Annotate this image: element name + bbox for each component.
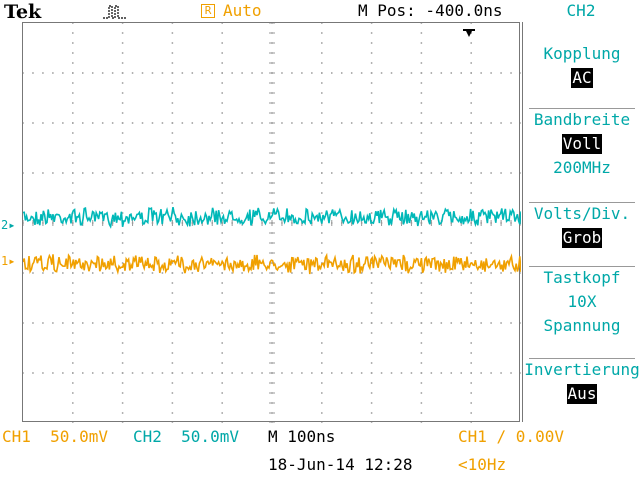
trigger-arrow-icon: [463, 29, 475, 37]
ch1-ground-marker: 1▸: [1, 254, 16, 268]
bandwidth-value: Voll: [561, 134, 603, 154]
ready-box-icon: R: [201, 4, 215, 18]
bandwidth-extra: 200MHz: [553, 158, 611, 177]
coupling-value: AC: [571, 68, 593, 88]
trigger-state-label: Auto: [223, 1, 262, 20]
probe-label: Tastkopf: [543, 268, 621, 287]
probe-extra: Spannung: [543, 316, 621, 335]
waveform-display: [22, 22, 521, 423]
graticule-grid: [23, 23, 521, 423]
volts-label: Volts/Div.: [533, 204, 631, 223]
ch2-ground-marker: 2▸: [1, 218, 16, 232]
menu-probe[interactable]: Tastkopf 10X Spannung: [523, 266, 640, 338]
channel-menu: Kopplung AC Bandbreite Voll 200MHz Volts…: [522, 22, 640, 422]
top-status-bar: Tek R Auto M Pos: -400.0ns CH2: [0, 0, 640, 23]
menu-invert[interactable]: Invertierung Aus: [523, 358, 640, 406]
trigger-setting: CH1 ∕ 0.00V: [458, 427, 564, 446]
brand-logo: Tek: [4, 1, 42, 23]
timebase: M 100ns: [268, 427, 336, 446]
ch2-trace: [23, 206, 521, 229]
trigger-state: R Auto: [201, 1, 262, 20]
invert-label: Invertierung: [524, 360, 640, 379]
menu-volts-div[interactable]: Volts/Div. Grob: [523, 202, 640, 250]
menu-bandwidth[interactable]: Bandbreite Voll 200MHz: [523, 108, 640, 180]
ch2-scale: CH2 50.0mV: [133, 427, 239, 446]
bandwidth-label: Bandbreite: [533, 110, 631, 129]
date-time: 18-Jun-14 12:28: [268, 455, 413, 474]
pulse-icon: [103, 5, 127, 19]
horizontal-position: M Pos: -400.0ns: [358, 1, 503, 20]
menu-coupling[interactable]: Kopplung AC: [523, 42, 640, 90]
ch1-trace: [23, 252, 521, 275]
volts-value: Grob: [561, 228, 603, 248]
bottom-status-bar: CH1 50.0mV CH2 50.0mV M 100ns CH1 ∕ 0.00…: [0, 422, 640, 480]
coupling-label: Kopplung: [543, 44, 621, 63]
invert-value: Aus: [566, 384, 598, 404]
menu-title: CH2: [566, 1, 596, 20]
ch1-scale: CH1 50.0mV: [2, 427, 108, 446]
trigger-frequency: <10Hz: [458, 455, 507, 474]
probe-value: 10X: [567, 292, 597, 311]
